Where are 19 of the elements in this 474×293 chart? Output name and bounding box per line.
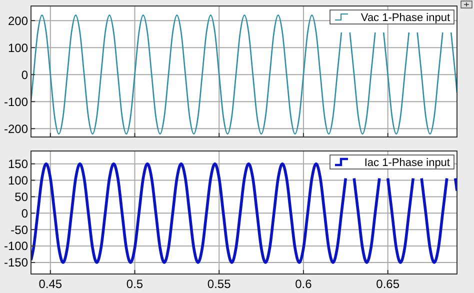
x-tick-label: 0.6 [295, 277, 312, 291]
y-tick-label: -100 [4, 94, 28, 109]
y-tick-label: 100 [8, 40, 28, 55]
x-tick-label: 0.55 [207, 277, 232, 291]
y-tick-label: -200 [4, 122, 28, 136]
y-tick-label: 0 [21, 68, 28, 82]
x-tick-label: 0.5 [126, 277, 144, 291]
y-tick-label: -150 [4, 256, 28, 270]
legend-label: Iac 1-Phase input [364, 157, 450, 169]
legend-label: Vac 1-Phase input [360, 12, 450, 24]
y-tick-label: -100 [4, 239, 28, 254]
y-tick-label: 0 [21, 206, 28, 220]
y-tick-label: 150 [8, 157, 28, 172]
y-tick-label: 200 [8, 14, 28, 28]
y-tick-label: -50 [10, 222, 28, 237]
x-tick-label: 0.45 [38, 277, 62, 291]
y-tick-label: 50 [14, 190, 28, 204]
y-tick-label: 100 [8, 173, 28, 188]
x-tick-label: 0.65 [376, 277, 400, 291]
